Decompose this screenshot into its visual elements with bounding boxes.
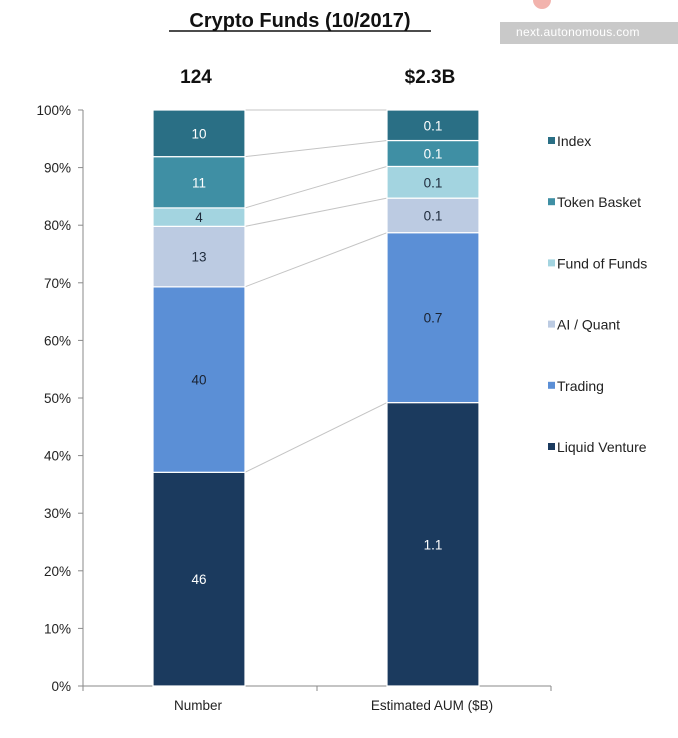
connector-line	[244, 140, 388, 158]
data-label-trading: 0.7	[424, 311, 443, 326]
bar-segment-index	[152, 109, 246, 158]
legend-swatch-ai-quant	[548, 320, 555, 328]
bar-segment-trading	[386, 232, 480, 404]
legend-label-ai-quant: AI / Quant	[557, 317, 620, 333]
data-label-token-basket: 11	[192, 175, 206, 190]
bar-segment-ai-quant	[152, 225, 246, 288]
y-tick-label: 10%	[44, 621, 71, 636]
watermark-logo-mark	[533, 0, 551, 9]
legend-label-trading: Trading	[557, 378, 604, 394]
legend-swatch-token-basket	[548, 198, 555, 206]
legend-label-index: Index	[557, 133, 591, 149]
bar-segment-token-basket	[152, 156, 246, 209]
legend-swatch-fund-of-funds	[548, 259, 555, 267]
y-tick-label: 50%	[44, 391, 71, 406]
bar-segment-fund-of-funds	[386, 165, 480, 199]
y-tick-label: 30%	[44, 506, 71, 521]
legend-swatch-trading	[548, 381, 555, 389]
connector-line	[244, 165, 388, 209]
y-tick-label: 20%	[44, 564, 71, 579]
y-tick-label: 90%	[44, 161, 71, 176]
bar-segment-liquid-venture	[386, 402, 480, 687]
bar-segment-index	[386, 109, 480, 142]
connector-line	[244, 232, 388, 288]
connector-line	[244, 402, 388, 473]
data-label-fund-of-funds: 4	[195, 210, 203, 225]
legend-swatch-liquid-venture	[548, 443, 555, 450]
data-label-index: 0.1	[424, 118, 443, 133]
bar-segment-trading	[152, 286, 246, 473]
bar-segment-ai-quant	[386, 197, 480, 234]
legend-label-token-basket: Token Basket	[557, 194, 641, 210]
watermark-text: next.autonomous.com	[516, 25, 640, 39]
watermark-banner	[500, 22, 678, 44]
connector-line	[244, 197, 388, 227]
y-tick-label: 60%	[44, 333, 71, 348]
column-total-label: 124	[180, 67, 212, 88]
x-category-label: Estimated AUM ($B)	[371, 698, 493, 713]
data-label-trading: 40	[191, 373, 206, 388]
data-label-ai-quant: 0.1	[424, 208, 443, 223]
y-tick-label: 0%	[51, 679, 71, 694]
data-label-liquid-venture: 46	[191, 572, 206, 587]
bar-segment-liquid-venture	[152, 471, 246, 687]
y-tick-label: 40%	[44, 449, 71, 464]
data-label-token-basket: 0.1	[424, 146, 443, 161]
y-tick-label: 70%	[44, 276, 71, 291]
chart-title: Crypto Funds (10/2017)	[189, 10, 410, 32]
legend-label-fund-of-funds: Fund of Funds	[557, 255, 647, 271]
y-tick-label: 80%	[44, 218, 71, 233]
data-label-liquid-venture: 1.1	[424, 537, 443, 552]
data-label-fund-of-funds: 0.1	[424, 175, 443, 190]
data-label-index: 10	[191, 126, 206, 141]
column-total-label: $2.3B	[405, 67, 456, 88]
y-tick-label: 100%	[36, 103, 71, 118]
legend-label-liquid-venture: Liquid Venture	[557, 439, 647, 455]
legend-swatch-index	[548, 137, 555, 144]
x-category-label: Number	[174, 698, 223, 713]
data-label-ai-quant: 13	[191, 250, 206, 265]
